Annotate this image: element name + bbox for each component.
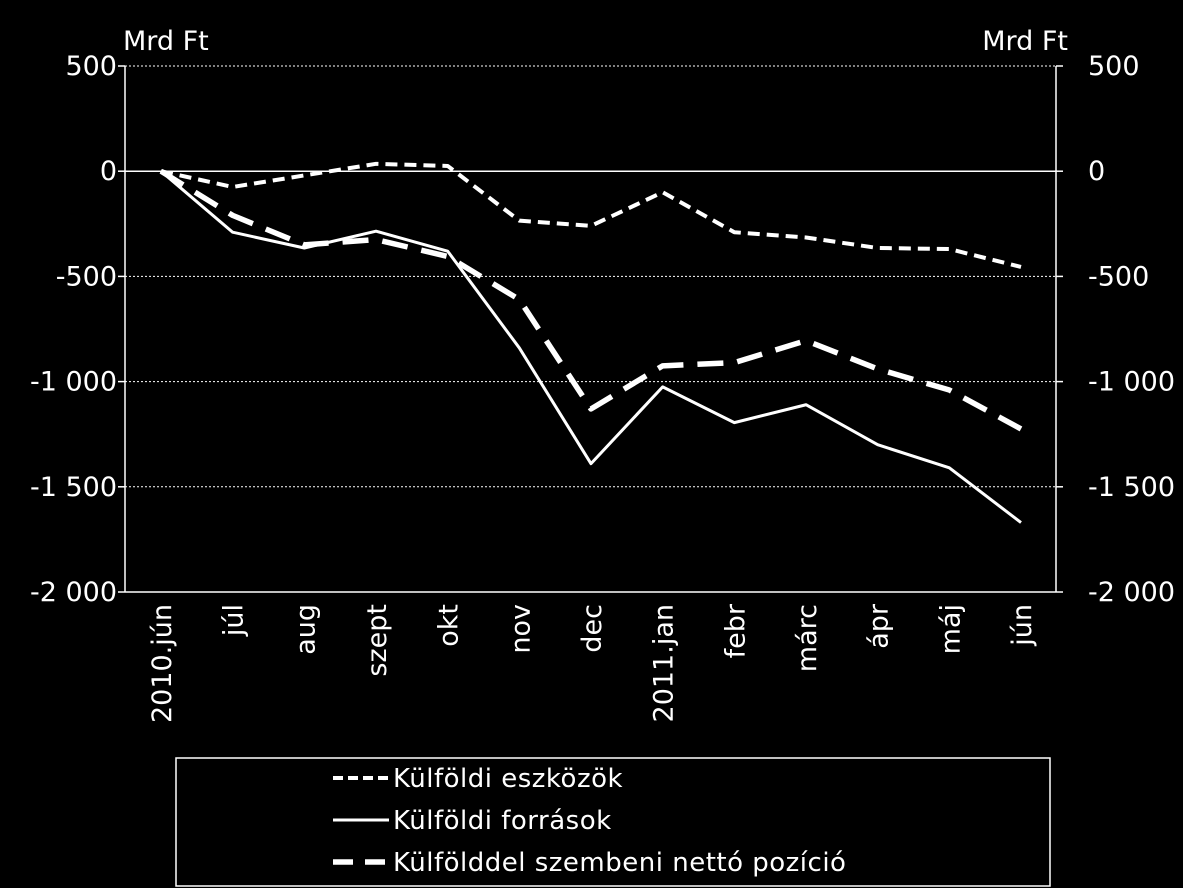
legend-box [175,757,1051,887]
y-tick-label: 500 [65,51,117,82]
x-tick-label: ápr [864,603,895,649]
series-line [159,168,1023,432]
y-tick-label: -1 000 [1088,367,1175,398]
y-tick-label: -2 000 [1088,577,1175,608]
legend: Külföldi eszközök Külföldi források Külföl… [175,757,1051,887]
x-tick-label: aug [290,604,321,655]
x-tick-labels: 2010.jún júl aug szept okt nov dec 2011.jan febr… [147,603,1038,723]
y-tick-label: -1 000 [30,367,117,398]
legend-label: Külfölddel szembeni nettó pozíció [393,848,846,878]
y-tick-label: -1 500 [30,472,117,503]
left-y-tick-labels: 500 0 -500 -1 000 -1 500 -2 000 [30,51,117,608]
y-tick-label: -2 000 [30,577,117,608]
x-tick-label: dec [577,604,608,653]
right-axis-unit: Mrd Ft [982,26,1068,57]
left-axis-unit: Mrd Ft [123,26,209,57]
x-tick-label: szept [362,604,393,677]
y-tick-label: -500 [56,261,117,292]
y-tick-label: -1 500 [1088,472,1175,503]
series-line [160,170,1022,524]
y-tick-label: 0 [100,156,117,187]
gridlines [125,65,1056,488]
series-lines [159,161,1023,524]
x-tick-label: febr [720,603,751,658]
x-tick-label: 2010.jún [147,604,178,723]
y-tick-label: 500 [1088,51,1140,82]
right-y-tick-labels: 500 0 -500 -1 000 -1 500 -2 000 [1088,51,1175,608]
x-tick-label: 2011.jan [649,604,680,722]
x-tick-label: júl [219,604,250,637]
axes [118,65,1063,593]
x-tick-label: jún [1007,604,1038,647]
x-tick-label: nov [505,604,536,654]
x-tick-label: máj [935,604,966,654]
legend-label: Külföldi források [393,806,612,836]
x-tick-label: márc [792,604,823,672]
y-tick-label: -500 [1088,261,1149,292]
legend-label: Külföldi eszközök [393,764,623,794]
y-tick-label: 0 [1088,156,1105,187]
x-tick-label: okt [434,604,465,647]
